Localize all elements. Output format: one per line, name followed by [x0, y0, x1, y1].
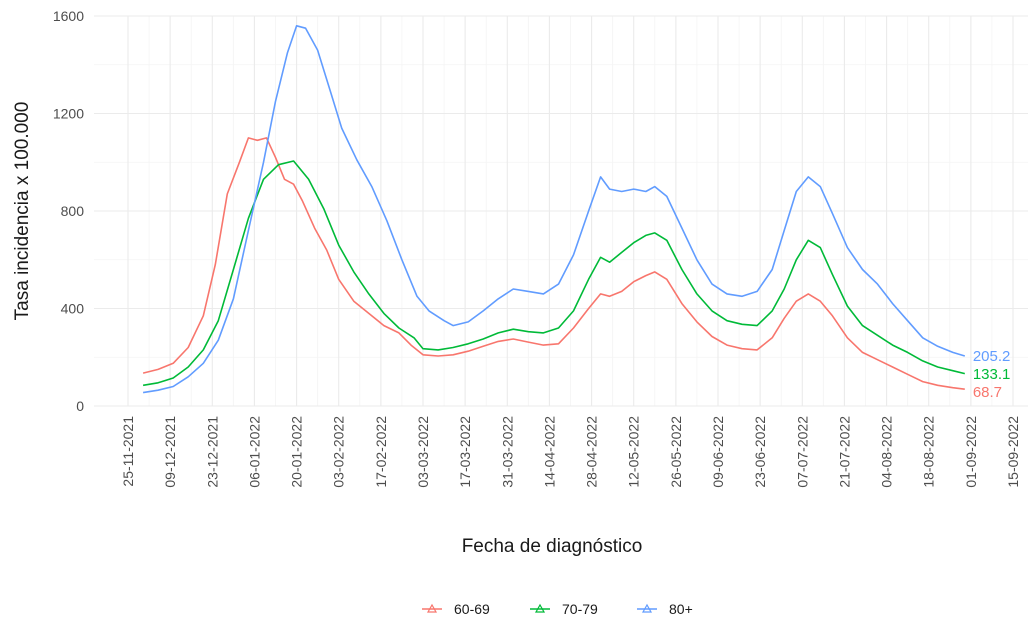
legend-item-60-69: 60-69 — [422, 601, 490, 617]
end-label-60-69: 68.7 — [973, 384, 1002, 401]
x-tick-label: 15-09-2022 — [1005, 416, 1021, 488]
legend: 60-69 70-79 80+ — [422, 601, 693, 617]
x-tick-label: 17-02-2022 — [373, 416, 389, 488]
series-line-60-69 — [142, 137, 965, 390]
x-tick-label: 03-03-2022 — [415, 416, 431, 488]
legend-item-70-79: 70-79 — [530, 601, 598, 617]
x-tick-label: 04-08-2022 — [879, 416, 895, 488]
series-line-70-79 — [142, 160, 965, 387]
x-tick-label: 23-06-2022 — [752, 416, 768, 488]
y-tick-label: 0 — [76, 398, 84, 414]
x-tick-label: 09-06-2022 — [710, 416, 726, 488]
x-tick-label: 21-07-2022 — [836, 416, 852, 488]
y-axis-title: Tasa incidencia x 100.000 — [12, 102, 33, 321]
end-label-80+: 205.2 — [973, 348, 1011, 365]
x-axis-title: Fecha de diagnóstico — [462, 536, 643, 557]
x-tick-label: 17-03-2022 — [457, 416, 473, 488]
legend-label: 60-69 — [454, 601, 490, 617]
series-line-80+ — [142, 25, 966, 394]
x-tick-label: 28-04-2022 — [584, 416, 600, 488]
x-tick-label: 03-02-2022 — [331, 416, 347, 488]
x-tick-label: 20-01-2022 — [289, 416, 305, 488]
x-tick-label: 07-07-2022 — [794, 416, 810, 488]
y-tick-label: 800 — [61, 203, 85, 219]
x-tick-label: 25-11-2021 — [120, 416, 136, 487]
series-lines — [142, 25, 966, 394]
x-tick-label: 01-09-2022 — [963, 416, 979, 488]
x-tick-label: 18-08-2022 — [921, 416, 937, 488]
x-tick-label: 09-12-2021 — [162, 416, 178, 488]
x-tick-label: 14-04-2022 — [541, 416, 557, 488]
y-tick-label: 400 — [61, 301, 85, 317]
legend-key-marker — [641, 603, 653, 613]
x-tick-label: 23-12-2021 — [204, 416, 220, 488]
y-tick-label: 1600 — [53, 8, 84, 24]
x-tick-label: 26-05-2022 — [668, 416, 684, 488]
major-gridlines — [94, 15, 1028, 407]
legend-item-80+: 80+ — [637, 601, 693, 617]
y-tick-label: 1200 — [53, 106, 84, 122]
legend-label: 80+ — [669, 601, 693, 617]
y-axis-ticks: 0 400 800 1200 1600 — [53, 8, 84, 414]
legend-label: 70-79 — [562, 601, 598, 617]
x-tick-label: 06-01-2022 — [246, 416, 262, 488]
x-axis-ticks: 25-11-2021 09-12-2021 23-12-2021 06-01-2022… — [120, 416, 1021, 488]
x-tick-label: 31-03-2022 — [499, 416, 515, 488]
legend-key-marker — [534, 603, 546, 613]
end-label-70-79: 133.1 — [973, 366, 1011, 383]
legend-key-marker — [426, 603, 438, 613]
x-tick-label: 12-05-2022 — [626, 416, 642, 488]
